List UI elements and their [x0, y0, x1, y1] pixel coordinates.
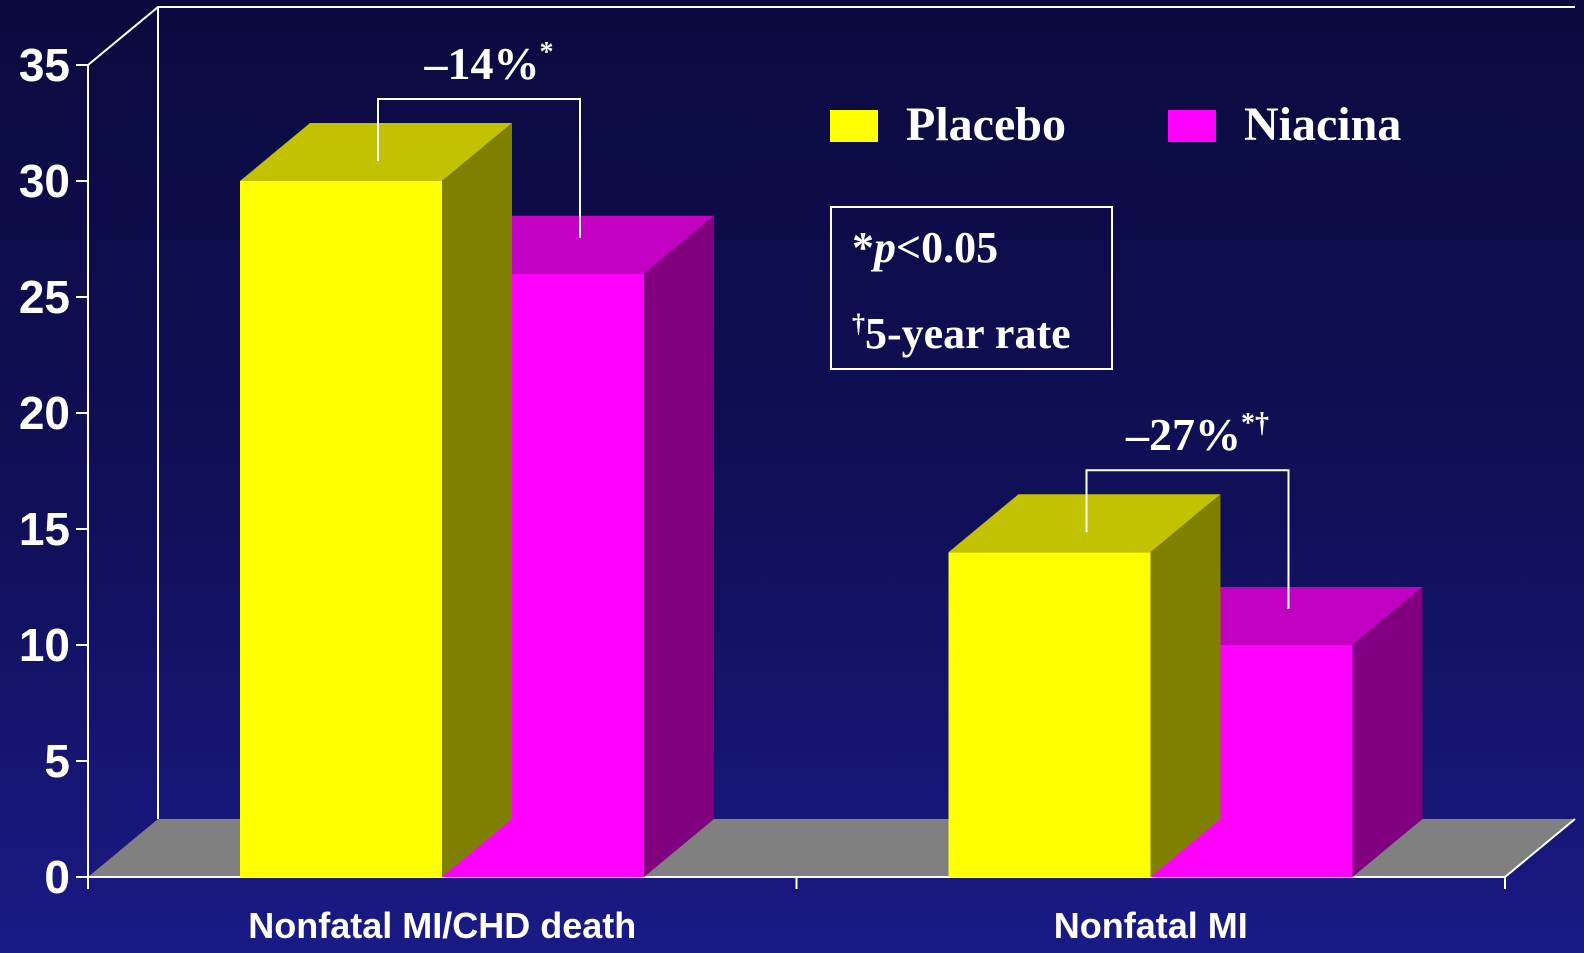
bar-1-0 — [948, 552, 1151, 877]
legend: Placebo Niacina — [830, 98, 1401, 151]
legend-label-0: Placebo — [906, 98, 1066, 151]
annotation-label: –14%* — [424, 37, 554, 89]
y-tick-label: 15 — [19, 503, 70, 555]
bar-side-0-0 — [442, 123, 512, 877]
legend-swatch-1 — [1168, 110, 1216, 142]
bar-side-1-1 — [1352, 587, 1423, 877]
annotation-label: –27%*† — [1125, 408, 1269, 460]
wall-edge-line — [87, 6, 159, 66]
legend-swatch-0 — [830, 110, 878, 142]
y-tick-label: 25 — [19, 271, 70, 323]
bar-0-0 — [240, 181, 442, 877]
x-category-label: Nonfatal MI/CHD death — [248, 905, 636, 946]
bracket-0 — [377, 98, 581, 238]
y-tick-label: 5 — [44, 735, 70, 787]
y-tick-label: 35 — [19, 39, 70, 91]
footnote-box: *p<0.05 †5-year rate — [830, 206, 1113, 370]
note-line-0: *p<0.05 — [852, 223, 998, 272]
bar-side-0-1 — [644, 215, 714, 878]
y-tick-label: 30 — [19, 155, 70, 207]
bracket-1 — [1085, 469, 1290, 609]
x-category-label: Nonfatal MI — [1054, 905, 1248, 946]
y-tick-label: 20 — [19, 387, 70, 439]
note-line-1: †5-year rate — [852, 309, 1071, 358]
bar-top-1-0 — [948, 494, 1221, 553]
annotations: –14%* –27%*† — [377, 37, 1290, 609]
y-tick-label: 0 — [44, 851, 70, 903]
legend-label-1: Niacina — [1244, 98, 1401, 151]
y-tick-label: 10 — [19, 619, 70, 671]
floor-edge-line — [1504, 818, 1576, 878]
bar-top-0-0 — [240, 123, 512, 181]
notes-box — [830, 206, 1113, 370]
bar-side-1-0 — [1150, 494, 1221, 877]
bars — [240, 123, 1423, 878]
